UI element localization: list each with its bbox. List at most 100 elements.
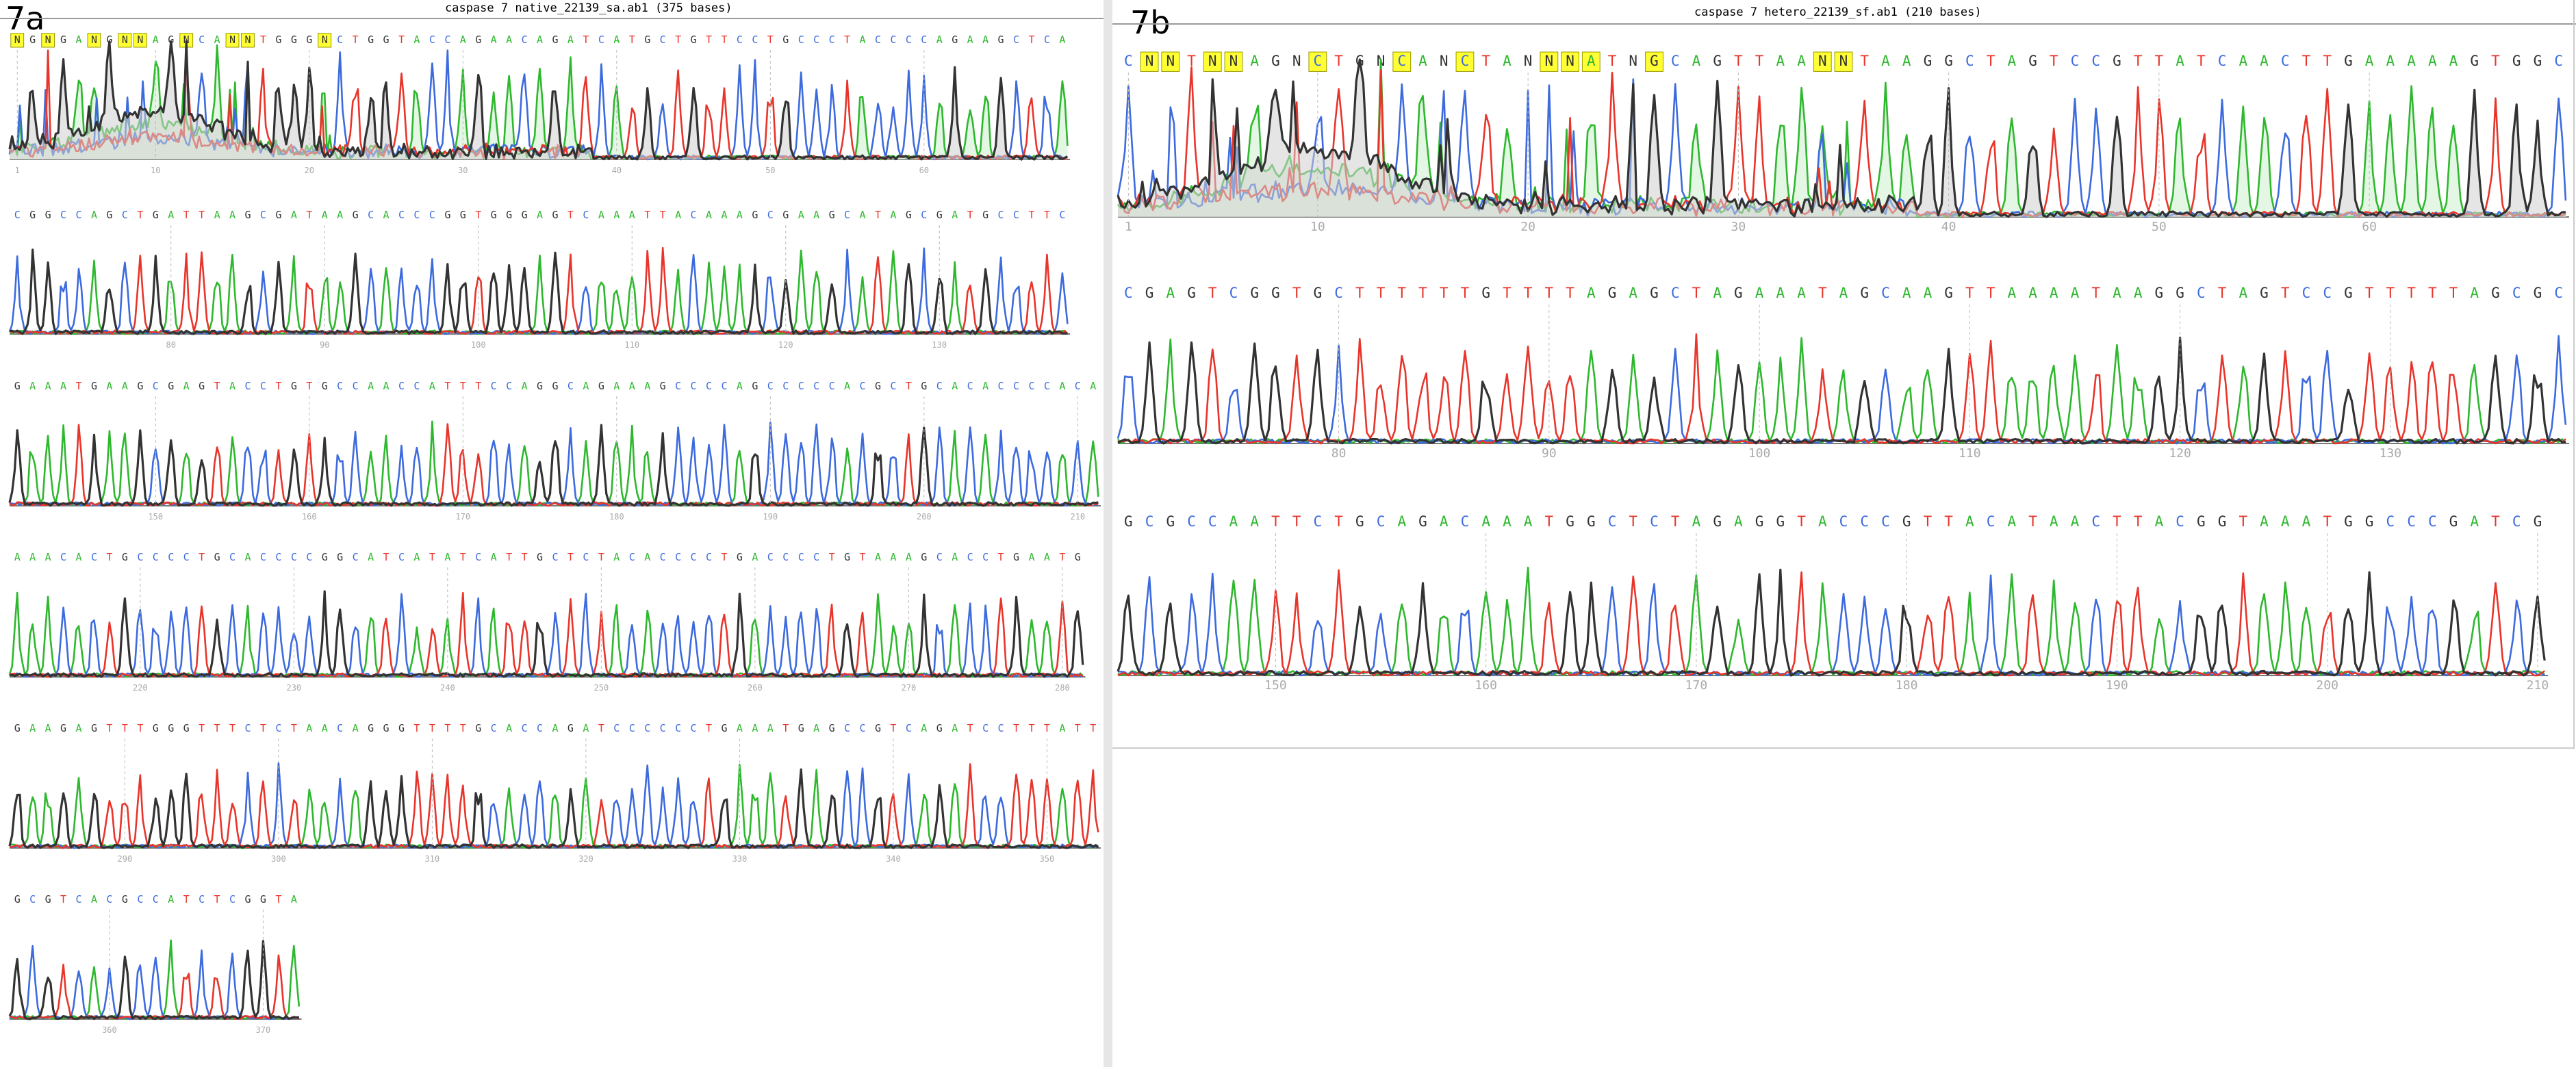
base-call-letter: A — [506, 34, 512, 46]
base-call-letter: A — [859, 209, 865, 221]
base-call-letter: C — [1334, 285, 1343, 301]
base-call-letter: A — [952, 722, 958, 734]
base-call-letter: C — [998, 380, 1004, 392]
base-call-letter: C — [660, 551, 666, 563]
base-call-letter: C — [2197, 285, 2206, 301]
base-call-letter: A — [537, 34, 543, 46]
base-call-letter: A — [2007, 285, 2016, 301]
base-call-letter: G — [322, 551, 328, 563]
base-call-letter: G — [260, 893, 266, 905]
base-call-letter: T — [122, 722, 128, 734]
base-call-letter: G — [1650, 285, 1659, 301]
base-call-letter: T — [275, 893, 281, 905]
base-call-letter: A — [1440, 513, 1449, 530]
base-call-letter: A — [613, 380, 620, 392]
base-call-letter: C — [706, 380, 712, 392]
base-call-letter: N — [14, 34, 21, 46]
base-call-letter: T — [998, 551, 1004, 563]
base-call-letter: A — [1059, 380, 1065, 392]
position-tick-label: 190 — [2106, 678, 2128, 693]
base-call-letter: G — [106, 34, 112, 46]
base-call-letter: C — [76, 209, 82, 221]
base-call-letter: A — [1629, 285, 1637, 301]
base-call-letter: T — [1334, 53, 1343, 69]
base-call-letter: T — [306, 209, 312, 221]
base-call-letter: G — [1314, 285, 1323, 301]
base-call-letter: A — [291, 209, 297, 221]
position-tick-label: 130 — [2380, 446, 2402, 461]
base-call-letter: C — [936, 551, 943, 563]
base-call-letter: T — [721, 34, 727, 46]
base-call-letter: T — [1028, 722, 1034, 734]
base-call-letter: T — [1545, 513, 1554, 530]
base-call-letter: A — [613, 209, 620, 221]
base-call-letter: G — [737, 551, 743, 563]
base-call-letter: A — [936, 34, 943, 46]
base-call-letter: C — [137, 551, 143, 563]
base-call-letter: C — [1650, 513, 1659, 530]
base-call-letter: A — [76, 34, 82, 46]
base-call-letter: A — [429, 380, 435, 392]
base-call-letter: C — [137, 893, 143, 905]
base-call-letter: C — [398, 209, 405, 221]
base-call-letter: C — [522, 722, 528, 734]
base-call-letter: T — [1461, 285, 1470, 301]
base-call-letter: G — [782, 209, 789, 221]
base-call-letter: C — [60, 209, 66, 221]
position-tick-label: 300 — [271, 854, 286, 864]
base-call-letter: C — [2091, 513, 2100, 530]
base-call-letter: T — [275, 380, 281, 392]
base-call-letter: A — [76, 722, 82, 734]
base-call-letter: A — [460, 34, 466, 46]
base-call-letter: C — [2218, 53, 2227, 69]
base-call-letter: G — [29, 209, 36, 221]
base-call-letter: C — [1608, 513, 1617, 530]
base-call-letter: C — [1965, 53, 1974, 69]
base-call-letter: G — [1944, 53, 1953, 69]
base-call-letter: T — [214, 380, 220, 392]
base-call-letter: A — [952, 209, 958, 221]
base-call-letter: T — [1090, 722, 1096, 734]
base-call-letter: T — [229, 722, 235, 734]
base-call-letter: C — [14, 209, 21, 221]
ambiguous-base-highlight — [1834, 51, 1853, 72]
base-call-letter: C — [244, 380, 251, 392]
base-call-letter: T — [568, 551, 574, 563]
ambiguous-base-highlight — [1203, 51, 1222, 72]
base-call-letter: A — [60, 380, 66, 392]
position-tick-label: 90 — [1542, 446, 1557, 461]
base-call-letter: G — [122, 893, 128, 905]
base-call-letter: C — [2302, 285, 2311, 301]
base-call-letter: C — [813, 551, 819, 563]
position-tick-label: 1 — [1125, 220, 1132, 234]
position-tick-label: 60 — [919, 166, 929, 175]
base-call-letter: C — [844, 209, 850, 221]
panel-label: 7b — [1130, 4, 1171, 41]
base-call-letter: A — [644, 551, 650, 563]
base-call-letter: N — [1566, 53, 1574, 69]
base-call-letter: G — [2197, 513, 2206, 530]
position-tick-label: 60 — [2362, 220, 2377, 234]
base-call-letter: A — [506, 722, 512, 734]
base-call-letter: G — [214, 551, 220, 563]
base-call-letter: T — [1818, 285, 1827, 301]
position-tick-label: 110 — [624, 340, 639, 350]
position-tick-label: 130 — [932, 340, 947, 350]
base-call-letter: C — [2323, 285, 2332, 301]
base-call-letter: A — [875, 551, 881, 563]
base-call-letter: A — [368, 551, 374, 563]
base-call-letter: G — [2534, 285, 2542, 301]
base-call-letter: C — [691, 209, 697, 221]
base-call-letter: A — [368, 380, 374, 392]
ambiguous-base-highlight — [1308, 51, 1327, 72]
base-call-letter: A — [2449, 53, 2458, 69]
base-call-letter: N — [322, 34, 328, 46]
base-call-letter: N — [1818, 53, 1827, 69]
base-call-letter: A — [675, 209, 681, 221]
base-call-letter: T — [1044, 722, 1050, 734]
position-tick-label: 270 — [902, 683, 917, 693]
base-call-letter: G — [1013, 551, 1019, 563]
base-call-letter: T — [444, 722, 450, 734]
base-call-letter: C — [921, 34, 927, 46]
base-call-letter: T — [859, 551, 865, 563]
